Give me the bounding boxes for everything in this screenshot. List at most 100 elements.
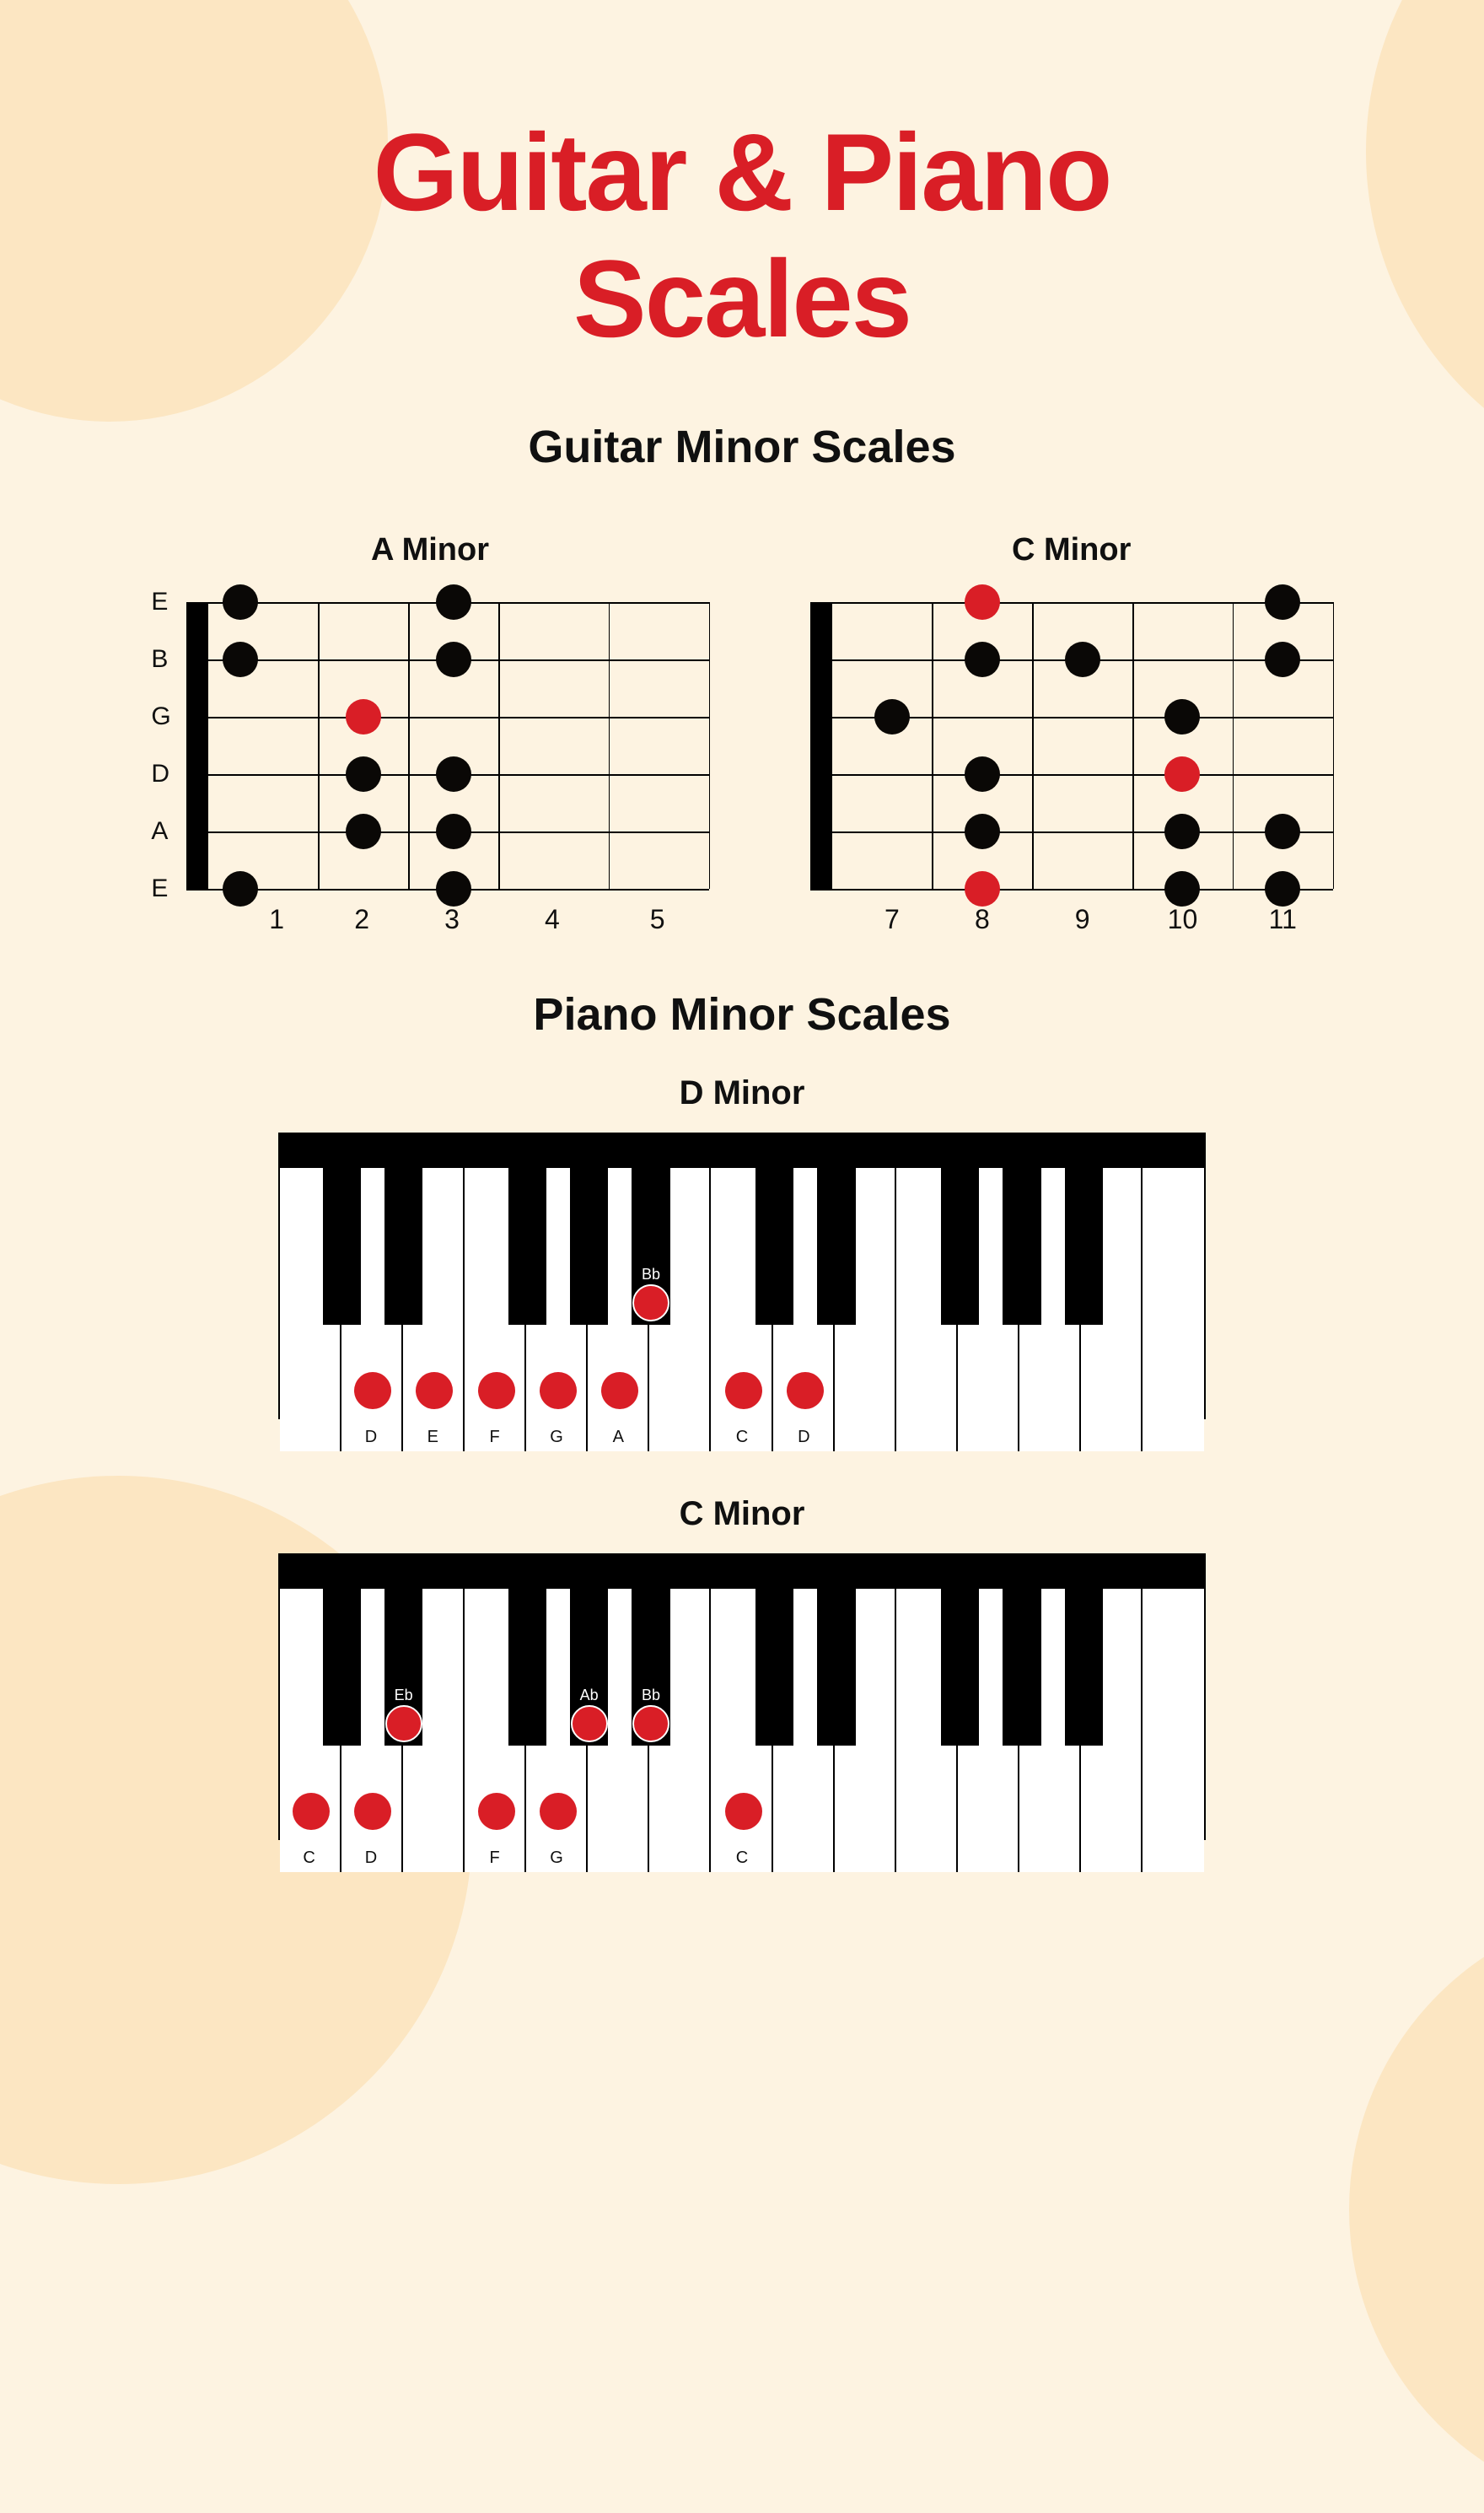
piano-key-label: D [365, 1428, 377, 1447]
fret-number: 4 [545, 904, 560, 935]
string-line [810, 774, 1333, 776]
black-key [817, 1168, 855, 1325]
fret-dot [346, 814, 381, 849]
fret-number: 9 [1075, 904, 1090, 935]
fret-dot [436, 756, 471, 792]
piano-key-label: F [490, 1848, 500, 1868]
piano-dot-black [632, 1284, 669, 1321]
fret-line [408, 602, 410, 889]
piano-keyboard: Eb Ab Bb [278, 1553, 1206, 1840]
fret-dot [436, 584, 471, 620]
fret-dot-root [1164, 756, 1200, 792]
fret-dot [1265, 814, 1300, 849]
piano-dot-black [571, 1705, 608, 1742]
white-key [1143, 1168, 1204, 1451]
black-key [755, 1168, 793, 1325]
fretboard-nut [810, 602, 832, 889]
fret-dot [223, 642, 258, 677]
piano-top-bar [280, 1134, 1204, 1168]
fretboard-wrap: A MinorEBGDAE12345 [151, 532, 708, 938]
fretboard-title: A Minor [371, 532, 489, 568]
guitar-section-title: Guitar Minor Scales [0, 421, 1484, 473]
piano-section-title: Piano Minor Scales [0, 988, 1484, 1041]
fret-dot [1265, 584, 1300, 620]
fret-dot-root [965, 871, 1000, 907]
fret-line [1233, 602, 1234, 889]
fret-number: 11 [1269, 904, 1297, 935]
black-key [1065, 1589, 1103, 1746]
black-key [1003, 1589, 1040, 1746]
black-key [1065, 1168, 1103, 1325]
fret-dot [1265, 642, 1300, 677]
fret-line [609, 602, 610, 889]
piano-title: C Minor [0, 1495, 1484, 1533]
piano-key-label: D [365, 1848, 377, 1868]
string-labels: EBGDAE [151, 602, 170, 889]
white-key [1143, 1589, 1204, 1872]
string-line [810, 889, 1333, 891]
black-key [323, 1589, 361, 1746]
piano-key-label: C [736, 1848, 748, 1868]
fret-dot [223, 871, 258, 907]
fret-dot [874, 699, 910, 735]
fretboard-wrap: C Minor7891011 [810, 532, 1333, 938]
piano-dot-white [725, 1793, 762, 1830]
fretboard-nut [186, 602, 208, 889]
piano-dot-white [725, 1372, 762, 1409]
piano-dot-white [416, 1372, 453, 1409]
piano-key-label-black: Bb [642, 1687, 660, 1704]
piano-keyboard: Bb [278, 1133, 1206, 1419]
fret-numbers: 7891011 [810, 904, 1333, 938]
fret-number: 10 [1168, 904, 1198, 935]
fretboard [186, 602, 709, 889]
black-key [570, 1168, 608, 1325]
fret-dot [1164, 814, 1200, 849]
black-key [941, 1168, 979, 1325]
piano-dot-white [478, 1372, 515, 1409]
black-key [817, 1589, 855, 1746]
fret-dot [1265, 871, 1300, 907]
piano-key-label: D [798, 1428, 809, 1447]
piano-dot-white [601, 1372, 638, 1409]
fret-number: 1 [269, 904, 284, 935]
decorative-circle [1349, 1906, 1484, 2513]
fret-numbers: 12345 [185, 904, 707, 938]
black-key [941, 1589, 979, 1746]
piano-dot-white [354, 1793, 391, 1830]
piano-dot-black [632, 1705, 669, 1742]
piano-dot-black [385, 1705, 422, 1742]
piano-dot-white [293, 1793, 330, 1830]
fret-number: 3 [444, 904, 460, 935]
piano-dot-white [354, 1372, 391, 1409]
fret-line [1333, 602, 1335, 889]
piano-key-label-black: Eb [395, 1687, 413, 1704]
piano-key-label: A [613, 1428, 624, 1447]
fret-dot [1164, 699, 1200, 735]
black-key [755, 1589, 793, 1746]
fretboard-title: C Minor [1012, 532, 1131, 568]
piano-key-label: E [427, 1428, 438, 1447]
fret-dot [1164, 871, 1200, 907]
string-line [186, 717, 709, 718]
fret-dot [1065, 642, 1100, 677]
piano-key-label-black: Bb [642, 1266, 660, 1283]
fret-dot [436, 814, 471, 849]
fret-number: 7 [884, 904, 900, 935]
piano-key-label: C [736, 1428, 748, 1447]
piano-key-label: G [550, 1428, 563, 1447]
fret-line [318, 602, 320, 889]
fret-dot [436, 871, 471, 907]
black-key [323, 1168, 361, 1325]
piano-key-label: C [303, 1848, 315, 1868]
piano-key-label-black: Ab [580, 1687, 599, 1704]
fret-line [932, 602, 933, 889]
page-title: Guitar & PianoScales [0, 0, 1484, 362]
piano-dot-white [540, 1793, 577, 1830]
fret-dot-root [346, 699, 381, 735]
piano-top-bar [280, 1555, 1204, 1589]
fret-line [1132, 602, 1134, 889]
fret-dot-root [965, 584, 1000, 620]
fret-line [498, 602, 500, 889]
string-line [810, 602, 1333, 604]
black-key [508, 1168, 546, 1325]
